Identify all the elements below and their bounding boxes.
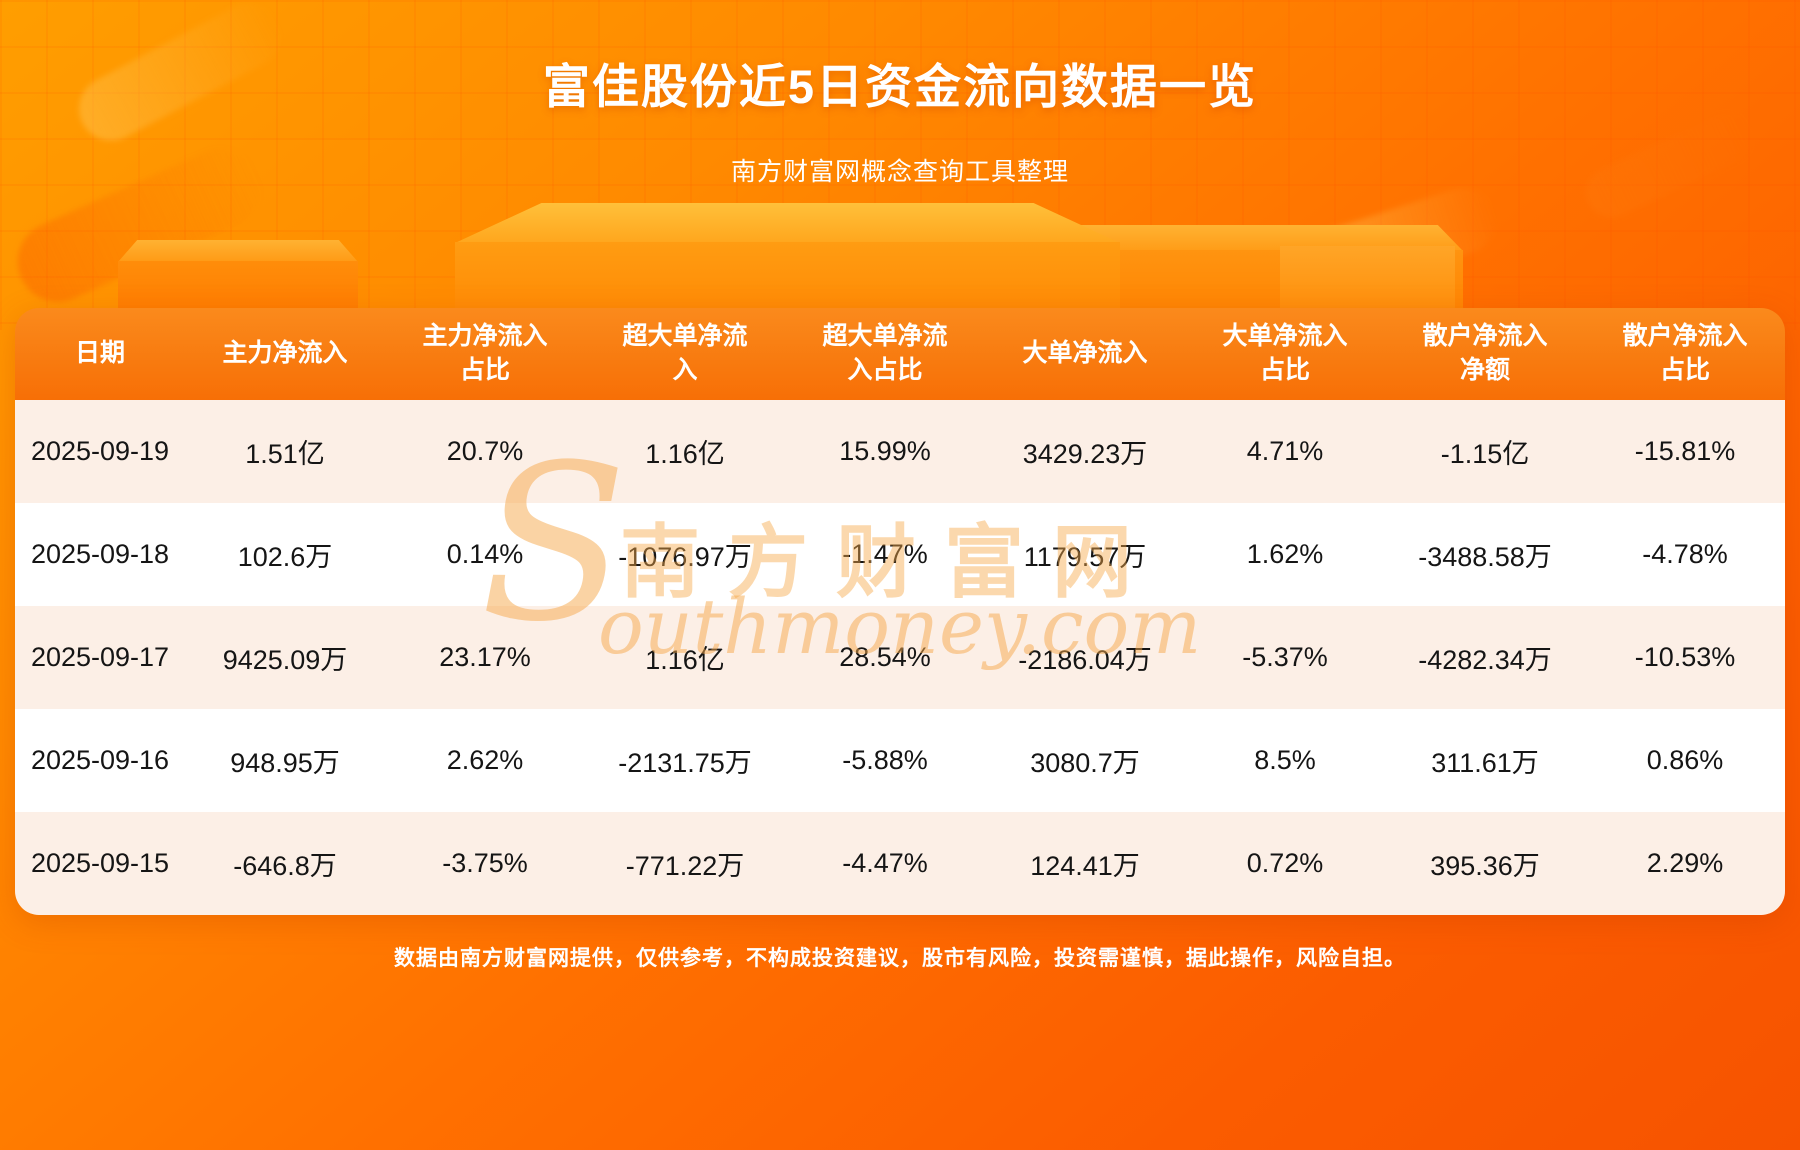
value-cell: -5.37%	[1242, 642, 1328, 672]
value-cell: 311.61万	[1431, 748, 1539, 778]
value-cell: -1.15亿	[1440, 439, 1530, 469]
podium-right-front-face	[1043, 250, 1463, 316]
value-cell: -15.81%	[1634, 436, 1736, 466]
value-cell: -3.75%	[442, 848, 528, 878]
column-header: 超大单净流 入	[585, 308, 785, 400]
value-cell: 4.71%	[1246, 436, 1324, 466]
value-cell: -4282.34万	[1418, 645, 1552, 675]
value-cell: -3488.58万	[1418, 542, 1552, 572]
value-cell: 28.54%	[839, 642, 931, 672]
date-cell: 2025-09-16	[30, 745, 170, 775]
value-cell: -1.47%	[842, 539, 928, 569]
value-cell: 2.62%	[446, 745, 524, 775]
fund-flow-table-container: 日期 主力净流入 主力净流入 占比 超大单净流 入超大单净流 入占比 大单净流入 大单净流…	[15, 308, 1785, 915]
value-cell: -646.8万	[233, 851, 337, 881]
value-cell: -771.22万	[625, 851, 745, 881]
value-cell: 124.41万	[1030, 851, 1140, 881]
value-cell: -4.78%	[1642, 539, 1728, 569]
value-cell: -1076.97万	[618, 542, 752, 572]
table-header: 日期 主力净流入 主力净流入 占比 超大单净流 入超大单净流 入占比 大单净流入 大单净流…	[15, 308, 1785, 400]
column-header: 主力净流入	[185, 308, 385, 400]
value-cell: -4.47%	[842, 848, 928, 878]
value-cell: -2186.04万	[1018, 645, 1152, 675]
value-cell: -10.53%	[1634, 642, 1736, 672]
table-header-row: 日期 主力净流入 主力净流入 占比 超大单净流 入超大单净流 入占比 大单净流入 大单净流…	[15, 308, 1785, 400]
value-cell: 1179.57万	[1023, 542, 1147, 572]
column-header: 大单净流入	[985, 308, 1185, 400]
value-cell: 3080.7万	[1030, 748, 1140, 778]
value-cell: 1.51亿	[245, 439, 325, 469]
column-header: 散户净流入 净额	[1385, 308, 1585, 400]
date-cell: 2025-09-19	[30, 436, 170, 466]
value-cell: 948.95万	[230, 748, 340, 778]
value-cell: -5.88%	[842, 745, 928, 775]
table-row: 2025-09-18 102.6万 0.14% -1076.97万 -1.47% 1179…	[15, 503, 1785, 606]
page-subtitle: 南方财富网概念查询工具整理	[730, 158, 1069, 186]
podium-right-top-face	[1043, 225, 1463, 251]
column-header: 散户净流入 占比	[1585, 308, 1785, 400]
value-cell: 23.17%	[439, 642, 531, 672]
table-row: 2025-09-15 -646.8万 -3.75% -771.22万 -4.47% 124…	[15, 812, 1785, 915]
value-cell: -2131.75万	[618, 748, 752, 778]
value-cell: 1.16亿	[645, 439, 725, 469]
value-cell: 0.14%	[446, 539, 524, 569]
table-row: 2025-09-16 948.95万 2.62% -2131.75万 -5.88% 308…	[15, 709, 1785, 812]
page-title: 富佳股份近5日资金流向数据一览	[542, 60, 1258, 113]
date-cell: 2025-09-18	[30, 539, 170, 569]
value-cell: 15.99%	[839, 436, 931, 466]
fund-flow-table: 日期 主力净流入 主力净流入 占比 超大单净流 入超大单净流 入占比 大单净流入 大单净流…	[15, 308, 1785, 915]
podium-left-top-face	[118, 240, 358, 262]
table-row: 2025-09-19 1.51亿 20.7% 1.16亿 15.99% 3429.23万 4…	[15, 400, 1785, 503]
table-row: 2025-09-17 9425.09万 23.17% 1.16亿 28.54% -2186…	[15, 606, 1785, 709]
podium-center-front-face	[455, 242, 1120, 317]
value-cell: 3429.23万	[1022, 439, 1148, 469]
column-header: 超大单净流 入占比	[785, 308, 985, 400]
podium-far-right-block	[1280, 246, 1455, 316]
table-body: 2025-09-19 1.51亿 20.7% 1.16亿 15.99% 3429.23万 4…	[15, 400, 1785, 915]
value-cell: 0.72%	[1246, 848, 1324, 878]
value-cell: 8.5%	[1254, 745, 1316, 775]
column-header: 主力净流入 占比	[385, 308, 585, 400]
value-cell: 395.36万	[1430, 851, 1540, 881]
date-cell: 2025-09-17	[30, 642, 170, 672]
value-cell: 1.16亿	[645, 645, 725, 675]
value-cell: 1.62%	[1246, 539, 1324, 569]
disclaimer-text: 数据由南方财富网提供，仅供参考，不构成投资建议，股市有风险，投资需谨慎，据此操作…	[394, 947, 1406, 970]
light-streak-decoration	[1255, 179, 1505, 317]
value-cell: 20.7%	[446, 436, 524, 466]
value-cell: 9425.09万	[222, 645, 348, 675]
value-cell: 0.86%	[1646, 745, 1724, 775]
value-cell: 2.29%	[1646, 848, 1724, 878]
value-cell: 102.6万	[237, 542, 333, 572]
podium-center-top-face	[455, 203, 1120, 243]
date-cell: 2025-09-15	[30, 848, 170, 878]
column-header: 大单净流入 占比	[1185, 308, 1385, 400]
column-header: 日期	[15, 308, 185, 400]
